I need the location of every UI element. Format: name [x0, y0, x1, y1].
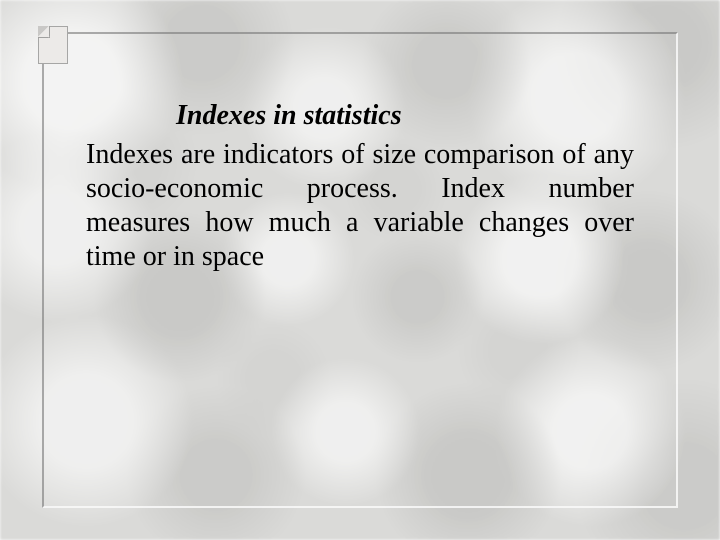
page-corner-icon [38, 26, 72, 66]
page-fold-icon [38, 26, 50, 38]
slide-content: Indexes in statistics Indexes are indica… [86, 100, 634, 274]
slide-body-text: Indexes are indicators of size compariso… [86, 138, 634, 274]
slide-heading: Indexes in statistics [176, 100, 634, 132]
